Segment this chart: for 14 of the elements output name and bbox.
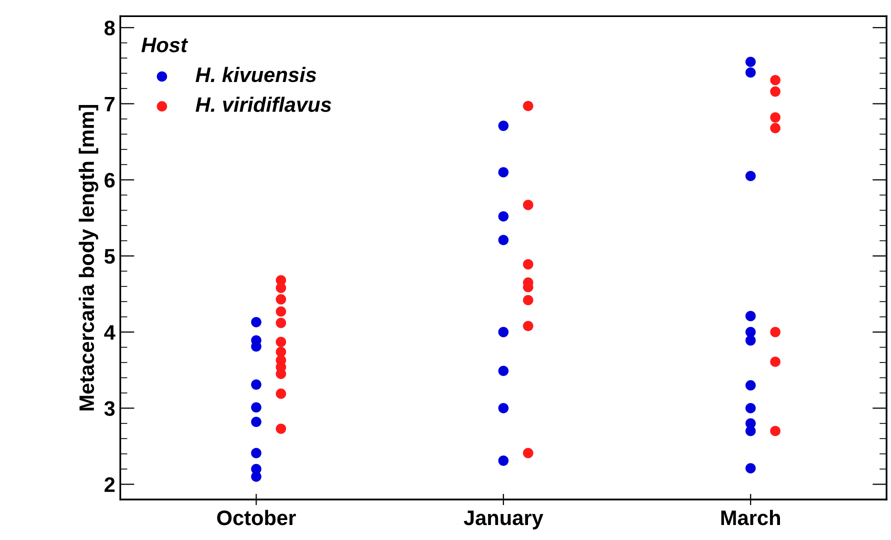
legend-label: H. kivuensis xyxy=(196,66,316,82)
x-tick-label: March xyxy=(721,510,780,526)
x-tick-label: October xyxy=(217,510,296,526)
legend-title: Host xyxy=(141,38,188,52)
y-tick-label: 7 xyxy=(104,96,115,112)
y-tick-label: 5 xyxy=(104,249,115,264)
x-tick-label: January xyxy=(464,510,544,530)
legend-label: H. viridiflavus xyxy=(196,96,332,112)
y-axis-title: Metacercaria body length [mm] xyxy=(78,105,98,410)
y-tick-label: 4 xyxy=(104,325,116,340)
y-tick-label: 3 xyxy=(104,401,115,416)
y-tick-label: 2 xyxy=(104,477,115,492)
y-tick-label: 8 xyxy=(104,20,115,36)
y-tick-label: 6 xyxy=(104,172,115,188)
